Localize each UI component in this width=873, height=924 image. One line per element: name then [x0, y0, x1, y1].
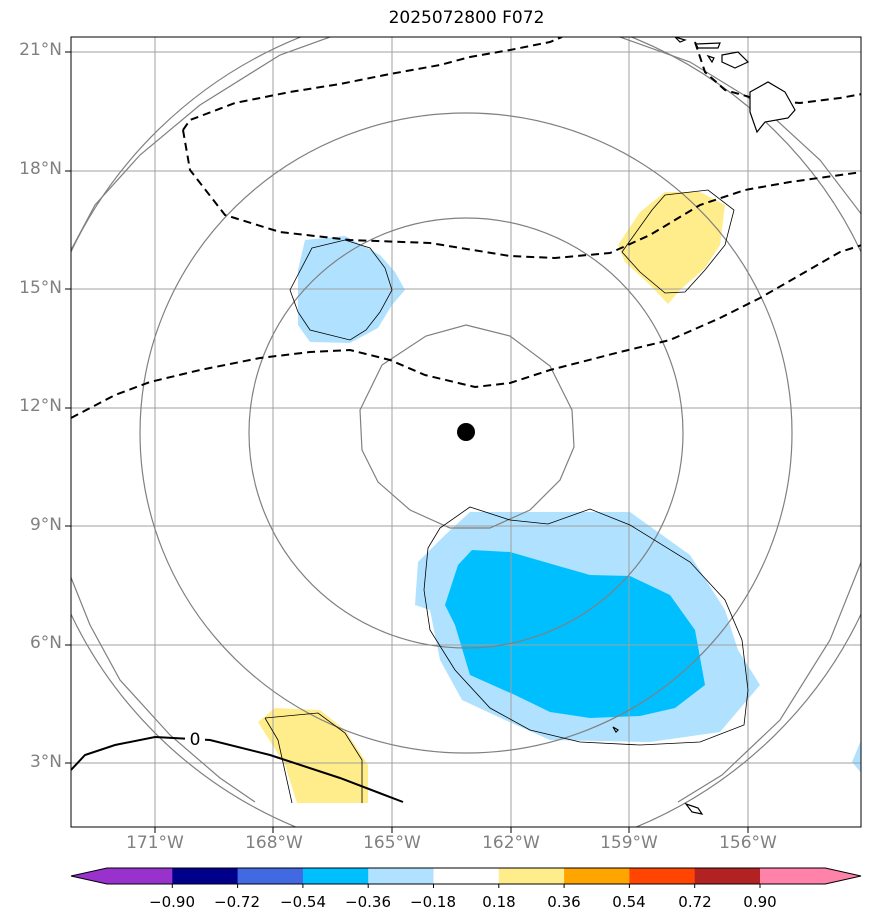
island-big-island	[749, 81, 796, 134]
lat-label-3n: 3°N	[29, 752, 62, 772]
colorbar-segment-7	[564, 868, 630, 884]
colorbar-label-018: 0.18	[482, 893, 516, 911]
distance-circle-5	[71, 575, 256, 803]
colorbar-label-054: 0.54	[612, 893, 646, 911]
yellow-north-east-area	[618, 192, 725, 304]
axis-ticks	[65, 51, 749, 833]
colorbar-label-m072: −0.72	[214, 893, 260, 911]
contour-outlines	[264, 189, 749, 804]
lat-label-9n: 9°N	[29, 515, 62, 535]
outline-north	[289, 239, 393, 341]
lon-label-162w: 162°W	[482, 833, 540, 853]
colorbar-segment-8	[629, 868, 696, 884]
distance-circle-4	[71, 37, 861, 827]
colorbar-segment-5	[433, 868, 500, 884]
colorbar-label-m036: −0.36	[345, 893, 391, 911]
colorbar-extend-low	[71, 868, 107, 884]
atoll-south	[684, 802, 704, 815]
islet-south	[612, 726, 619, 733]
distance-circle-3	[139, 112, 793, 754]
colorbar-segment-6	[498, 868, 565, 884]
colorbar-segment-1	[172, 868, 239, 884]
colorbar-extend-high	[825, 868, 861, 884]
lon-label-156w: 156°W	[719, 833, 777, 853]
dashed-contour-south	[71, 244, 861, 419]
storm-center-marker	[457, 423, 475, 441]
dashed-contour-north	[182, 37, 563, 131]
shaded-fields	[258, 192, 861, 803]
plot-frame	[70, 36, 862, 828]
lon-label-168w: 168°W	[245, 833, 303, 853]
colorbar-segment-10	[760, 868, 826, 884]
dashed-contour-mid	[182, 129, 861, 260]
grid-lines	[71, 37, 861, 827]
island-maui	[721, 51, 750, 69]
distance-circle-1	[359, 324, 575, 529]
coastlines	[612, 37, 796, 815]
colorbar-label-072: 0.72	[678, 893, 712, 911]
lat-label-15n: 15°N	[19, 278, 62, 298]
map-title: 2025072800 F072	[388, 8, 545, 28]
lat-label-6n: 6°N	[29, 633, 62, 653]
light-blue-edge-area	[852, 740, 861, 773]
colorbar-label-m054: −0.54	[280, 893, 326, 911]
distance-circle-7	[71, 37, 331, 251]
lat-label-12n: 12°N	[19, 396, 62, 416]
colorbar	[70, 867, 862, 888]
blue-core-area	[445, 550, 705, 718]
colorbar-segment-2	[237, 868, 304, 884]
colorbar-label-036: 0.36	[547, 893, 581, 911]
island-molokai	[695, 42, 721, 49]
lat-label-21n: 21°N	[19, 40, 62, 60]
island-small	[706, 54, 715, 64]
colorbar-segment-0	[107, 868, 173, 884]
colorbar-label-090: 0.90	[743, 893, 777, 911]
zero-contour-line	[71, 735, 404, 803]
lat-label-18n: 18°N	[19, 159, 62, 179]
island-oahu	[674, 37, 687, 43]
outline-north-east	[621, 189, 735, 294]
distance-circle-2	[248, 217, 684, 649]
colorbar-label-m018: −0.18	[410, 893, 456, 911]
colorbar-segment-4	[368, 868, 434, 884]
distance-circle-6	[677, 560, 861, 803]
colorbar-label-m090: −0.90	[149, 893, 195, 911]
colorbar-segment-3	[302, 868, 369, 884]
lon-label-159w: 159°W	[600, 833, 658, 853]
colorbar-segment-9	[694, 868, 761, 884]
lon-label-171w: 171°W	[126, 833, 184, 853]
lon-label-165w: 165°W	[363, 833, 421, 853]
outline-south-west	[264, 712, 363, 804]
zero-contour-label-bg	[185, 729, 205, 747]
outline-south	[423, 506, 749, 746]
distance-circles	[71, 37, 861, 827]
zero-contour-label: 0	[190, 730, 201, 750]
colorbar-outline	[70, 867, 862, 885]
